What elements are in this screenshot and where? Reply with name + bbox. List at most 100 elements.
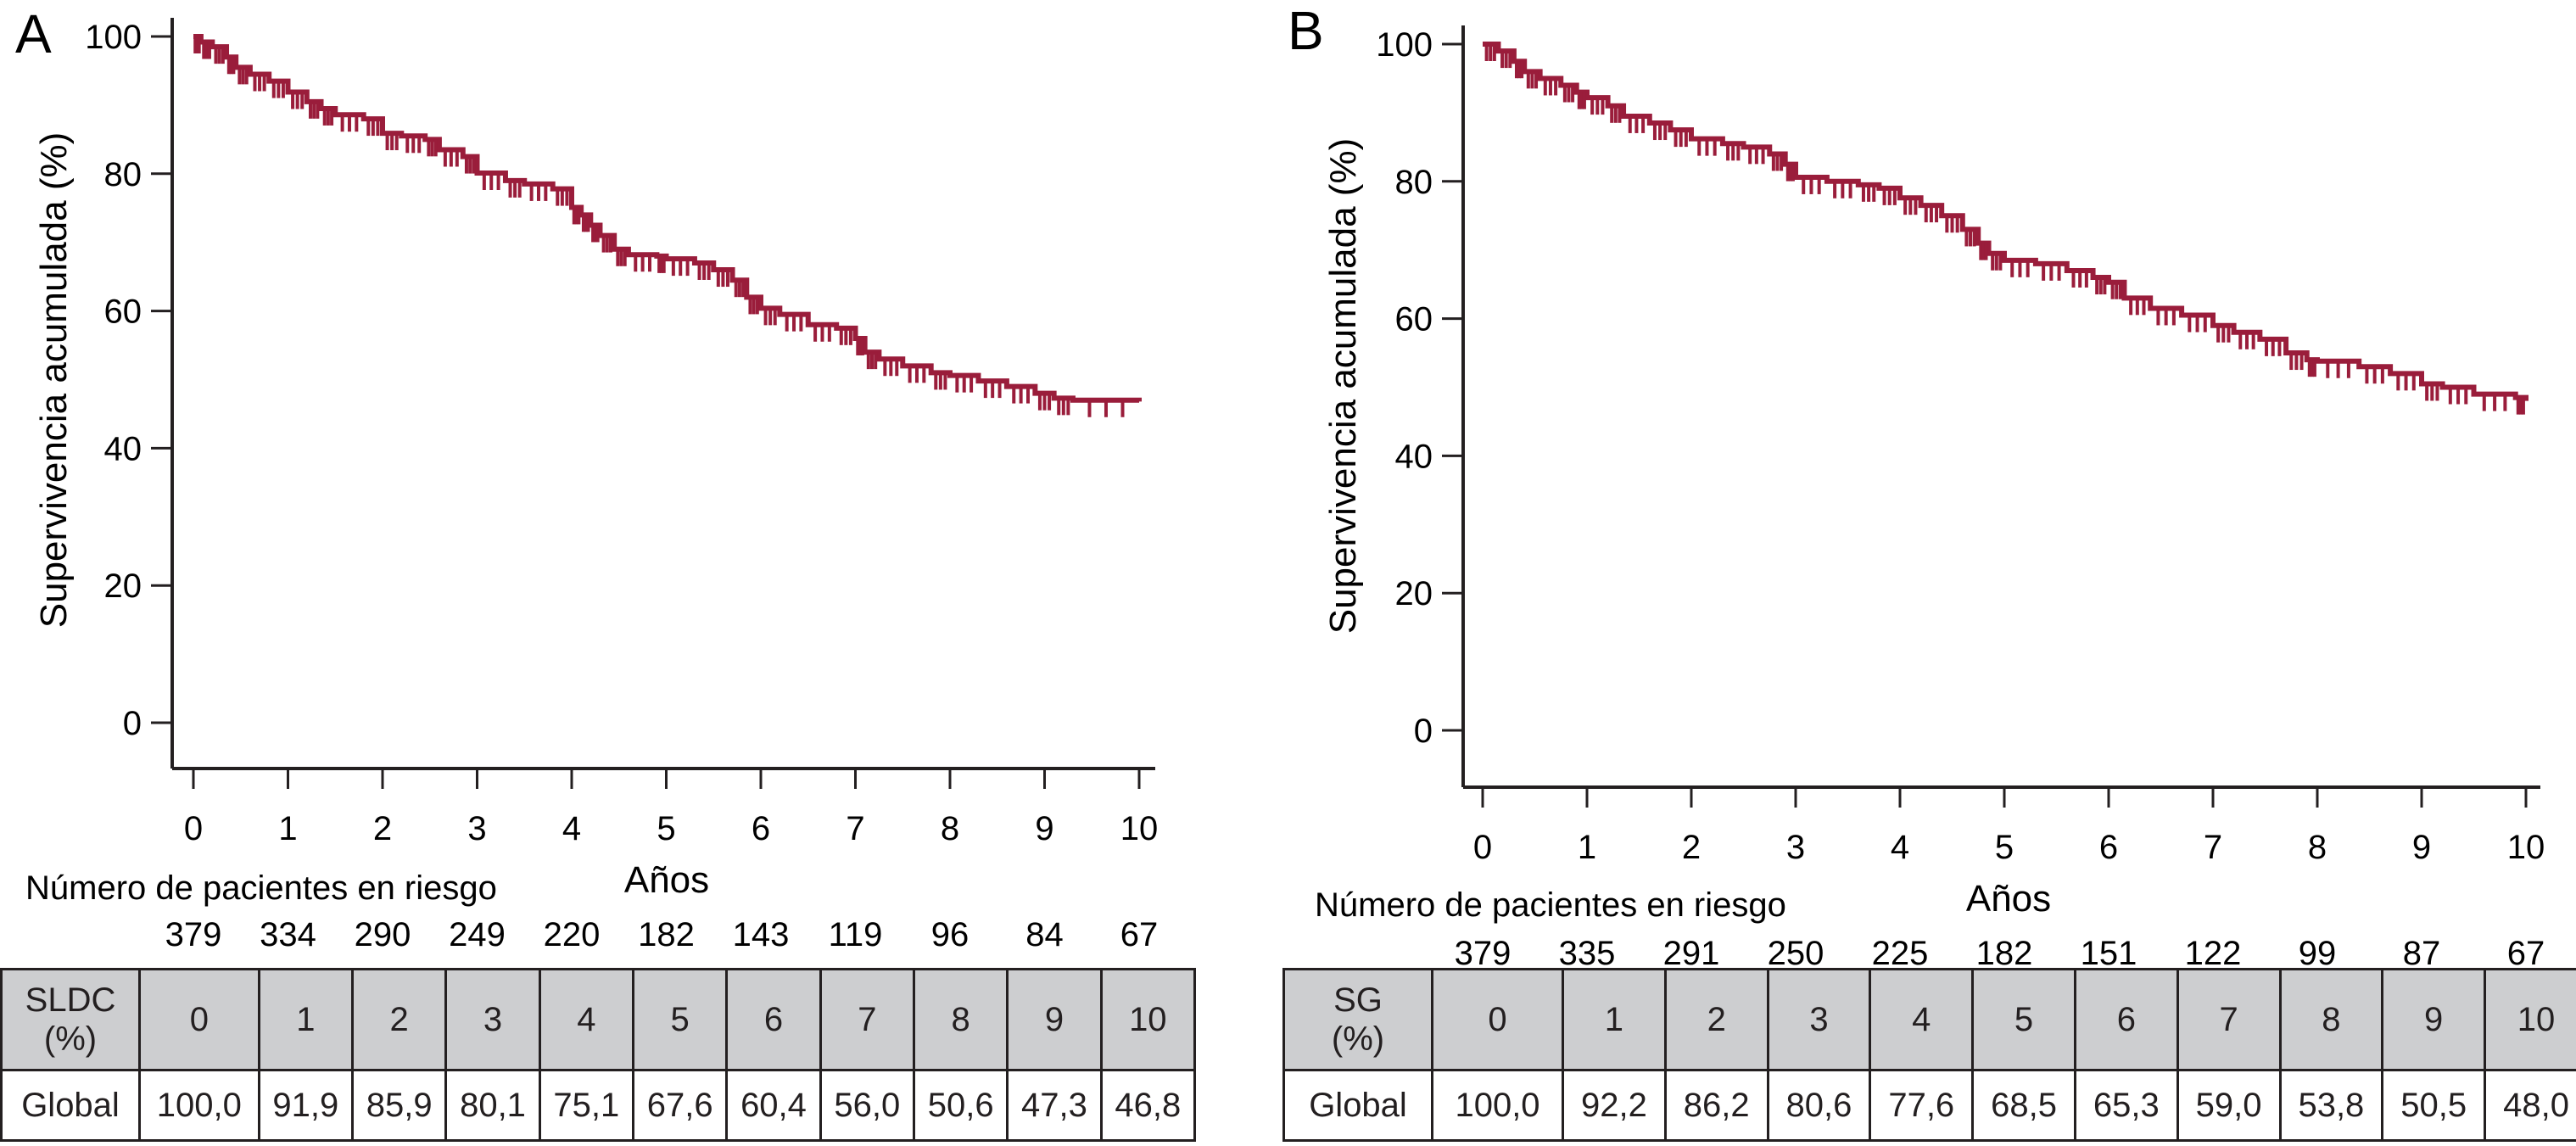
table-year-header: 10 (2484, 968, 2576, 1071)
y-tick-label: 60 (104, 293, 142, 331)
table-year-header: 5 (1971, 968, 2076, 1071)
table-survival-value: 65,3 (2073, 1069, 2179, 1142)
x-axis-title: Años (1966, 878, 2051, 920)
x-tick-label: 10 (1120, 810, 1159, 847)
y-tick-label: 20 (1395, 575, 1433, 612)
table-year-header: 0 (138, 968, 260, 1071)
x-tick-label: 8 (2308, 829, 2327, 866)
at-risk-count: 182 (638, 916, 695, 953)
table-header-label: SG (%) (1282, 968, 1433, 1071)
table-year-header: 8 (2278, 968, 2384, 1071)
table-survival-value: 56,0 (819, 1069, 915, 1142)
survival-curve (1483, 42, 2529, 401)
header-label-line2: (%) (43, 1020, 98, 1058)
table-survival-value: 100,0 (138, 1069, 260, 1142)
table-survival-value: 50,5 (2381, 1069, 2487, 1142)
x-tick-label: 3 (1786, 829, 1805, 866)
table-header-row: SG (%) 0 1 2 3 4 5 6 7 8 9 10 (1282, 968, 2576, 1071)
x-tick-label: 7 (2204, 829, 2222, 866)
table-year-header: 4 (1869, 968, 1975, 1071)
at-risk-count: 250 (1768, 935, 1824, 972)
table-year-header: 8 (912, 968, 1009, 1071)
x-tick-label: 9 (2412, 829, 2431, 866)
table-global-row: Global 100,0 92,2 86,2 80,6 77,6 68,5 65,3 59,0… (1282, 1069, 2576, 1142)
table-year-header: 10 (1099, 968, 1197, 1071)
at-risk-count: 379 (1455, 935, 1512, 972)
at-risk-title: Número de pacientes en riesgo (1315, 886, 1786, 924)
panel-letter: B (1288, 0, 1324, 61)
y-tick-label: 20 (104, 567, 142, 605)
table-year-header: 6 (725, 968, 822, 1071)
table-year-header: 7 (819, 968, 915, 1071)
row-label: Global (0, 1069, 141, 1142)
at-risk-count: 379 (165, 916, 222, 953)
y-tick-label: 100 (1376, 26, 1433, 64)
x-tick-label: 9 (1035, 810, 1053, 847)
at-risk-title: Número de pacientes en riesgo (25, 869, 497, 907)
table-header-label: SLDC (%) (0, 968, 141, 1071)
at-risk-count: 290 (355, 916, 411, 953)
row-label: Global (1282, 1069, 1433, 1142)
at-risk-count: 143 (733, 916, 790, 953)
x-tick-label: 5 (657, 810, 675, 847)
x-tick-label: 3 (467, 810, 486, 847)
table-survival-value: 77,6 (1869, 1069, 1975, 1142)
at-risk-count: 119 (829, 916, 883, 953)
x-tick-label: 6 (2099, 829, 2118, 866)
survival-table-a: SLDC (%) 0 1 2 3 4 5 6 7 8 9 10 Global 100,0 91,9 85… (0, 968, 1197, 1142)
table-header-row: SLDC (%) 0 1 2 3 4 5 6 7 8 9 10 (0, 968, 1197, 1071)
y-tick-label: 0 (1414, 713, 1433, 750)
at-risk-count: 249 (449, 916, 506, 953)
at-risk-count: 291 (1663, 935, 1720, 972)
y-tick-label: 100 (85, 19, 142, 56)
y-axis-title: Supervivencia acumulada (%) (33, 132, 75, 629)
survival-curve (193, 34, 1142, 403)
table-survival-value: 53,8 (2278, 1069, 2384, 1142)
table-survival-value: 80,1 (444, 1069, 541, 1142)
table-year-header: 2 (1663, 968, 1769, 1071)
x-tick-label: 7 (846, 810, 864, 847)
at-risk-count: 335 (1559, 935, 1616, 972)
panel-letter: A (15, 3, 52, 64)
at-risk-count: 334 (260, 916, 316, 953)
table-year-header: 6 (2073, 968, 2179, 1071)
table-survival-value: 100,0 (1430, 1069, 1565, 1142)
x-tick-label: 4 (562, 810, 581, 847)
x-tick-label: 1 (1578, 829, 1596, 866)
y-tick-label: 40 (1395, 438, 1433, 475)
y-axis-title: Supervivencia acumulada (%) (1322, 138, 1364, 634)
table-year-header: 9 (1006, 968, 1103, 1071)
header-label-line1: SLDC (25, 981, 116, 1019)
table-survival-value: 86,2 (1663, 1069, 1769, 1142)
x-tick-label: 2 (1682, 829, 1701, 866)
at-risk-count: 84 (1025, 916, 1064, 953)
table-year-header: 3 (1766, 968, 1872, 1071)
x-tick-label: 10 (2507, 829, 2545, 866)
y-tick-label: 80 (1395, 164, 1433, 201)
header-label-line2: (%) (1331, 1020, 1385, 1058)
table-year-header: 5 (631, 968, 729, 1071)
at-risk-count: 96 (931, 916, 969, 953)
table-year-header: 1 (1562, 968, 1667, 1071)
table-survival-value: 67,6 (631, 1069, 729, 1142)
y-tick-label: 40 (104, 430, 142, 467)
at-risk-count: 225 (1872, 935, 1929, 972)
at-risk-count: 67 (2507, 935, 2545, 972)
table-survival-value: 47,3 (1006, 1069, 1103, 1142)
y-tick-label: 80 (104, 156, 142, 193)
table-survival-value: 92,2 (1562, 1069, 1667, 1142)
table-year-header: 2 (351, 968, 448, 1071)
x-tick-label: 6 (752, 810, 770, 847)
header-label-line1: SG (1333, 981, 1383, 1019)
panel-a: A 0 20 40 60 80 100 Supervivencia acumulada (%)… (15, 3, 1158, 953)
table-year-header: 4 (538, 968, 635, 1071)
at-risk-count: 151 (2081, 935, 2137, 972)
table-survival-value: 68,5 (1971, 1069, 2076, 1142)
x-tick-label: 1 (278, 810, 297, 847)
at-risk-count: 122 (2185, 935, 2242, 972)
y-tick-label: 0 (123, 705, 142, 742)
table-year-header: 1 (257, 968, 355, 1071)
at-risk-count: 67 (1120, 916, 1159, 953)
table-survival-value: 50,6 (912, 1069, 1009, 1142)
